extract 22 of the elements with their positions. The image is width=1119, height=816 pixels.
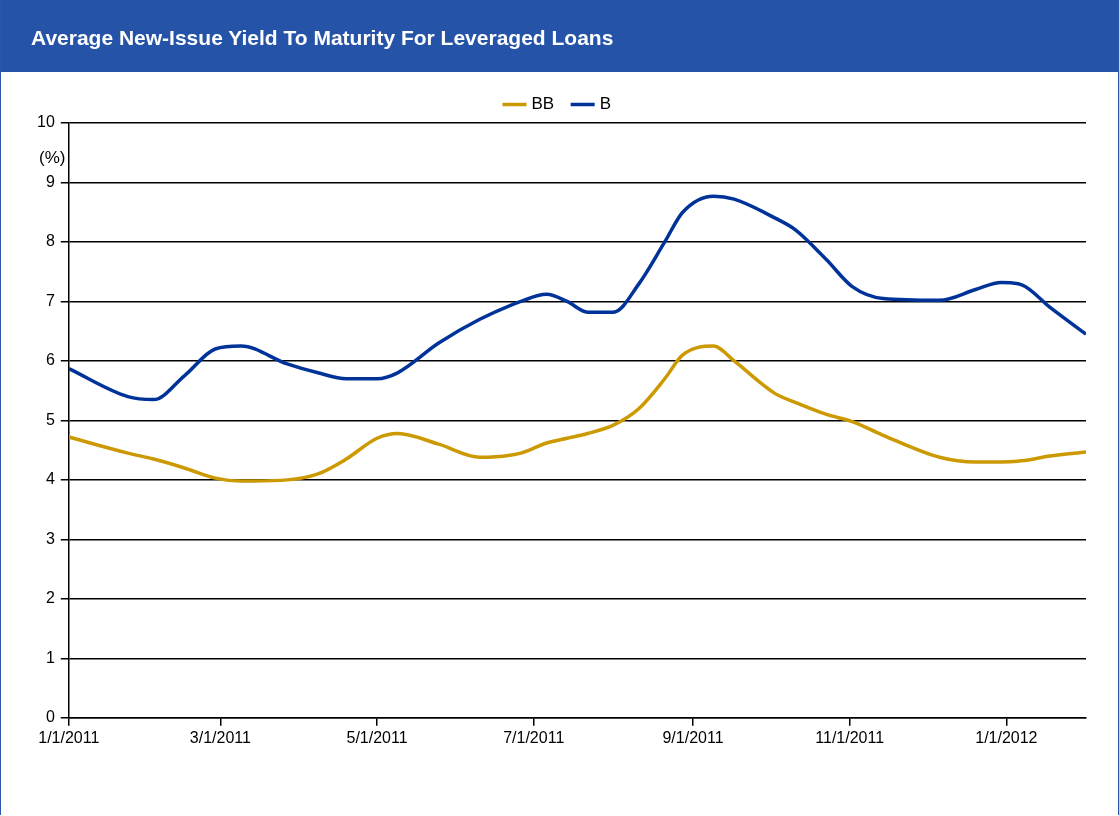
chart-title: Average New-Issue Yield To Maturity For Leveraged Loans (1, 0, 1118, 72)
y-tick-label: 6 (45, 351, 55, 369)
x-tick-label: 3/1/2011 (189, 728, 251, 746)
y-tick-label: 4 (45, 470, 55, 488)
y-tick-label: 1 (45, 648, 55, 666)
y-tick-label: 9 (45, 172, 55, 190)
y-tick-label: 2 (45, 589, 55, 607)
x-tick-label: 11/1/2011 (815, 728, 885, 746)
legend-label: B (599, 94, 612, 114)
y-tick-label: 0 (45, 708, 55, 726)
x-tick-label: 1/1/2012 (975, 728, 1038, 746)
x-tick-label: 7/1/2011 (503, 728, 565, 746)
y-tick-label: 10 (37, 113, 55, 131)
y-tick-label: 3 (45, 529, 55, 547)
y-axis-title: (%) (39, 148, 66, 168)
legend-label: BB (531, 94, 555, 114)
y-tick-label: 8 (45, 232, 55, 250)
x-tick-label: 1/1/2011 (38, 728, 100, 746)
y-tick-label: 5 (45, 410, 55, 428)
x-tick-label: 9/1/2011 (662, 728, 724, 746)
y-tick-label: 7 (45, 291, 55, 309)
x-tick-label: 5/1/2011 (346, 728, 408, 746)
